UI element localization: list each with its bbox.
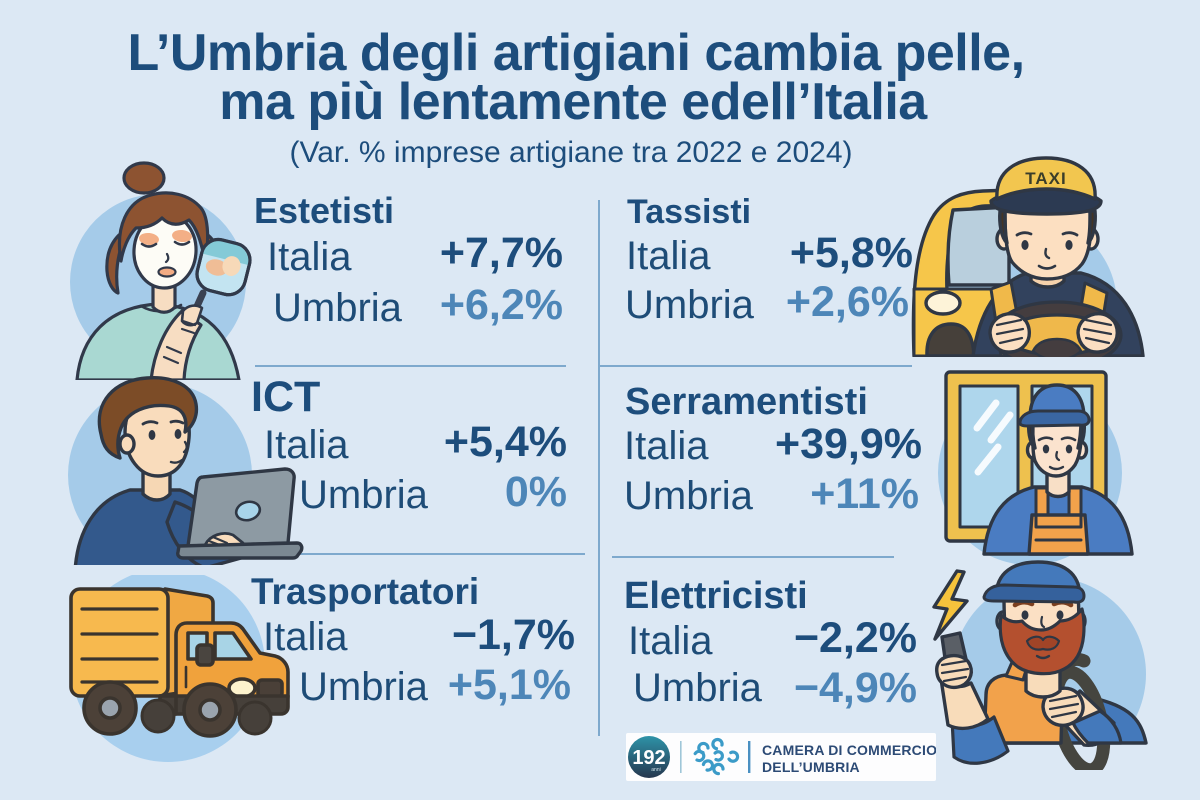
svg-text:TAXI: TAXI (1025, 169, 1066, 188)
svg-text:CAMERA DI COMMERCIO: CAMERA DI COMMERCIO (762, 742, 936, 758)
svg-text:anni: anni (651, 767, 660, 773)
svg-text:DELL’UMBRIA: DELL’UMBRIA (762, 759, 860, 775)
svg-text:192: 192 (632, 747, 665, 769)
